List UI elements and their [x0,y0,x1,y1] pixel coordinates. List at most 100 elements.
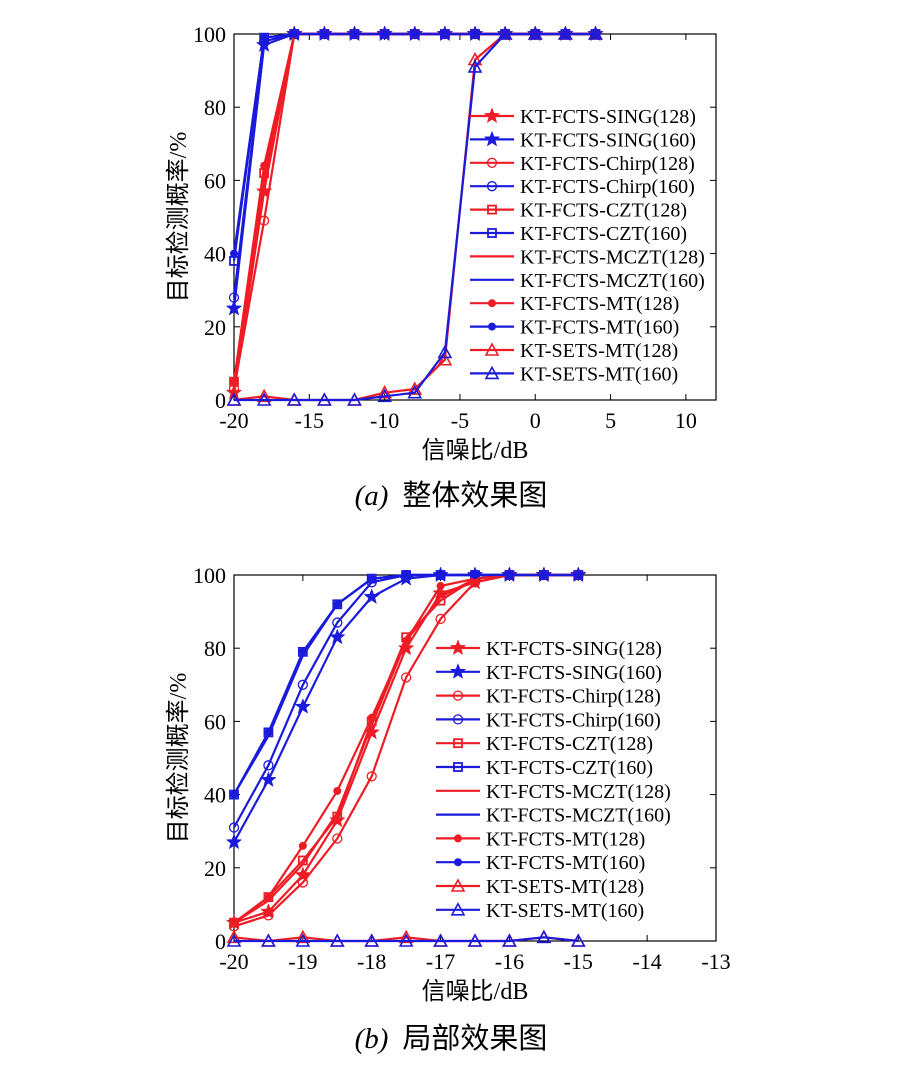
data-point [467,59,483,73]
data-point [437,344,453,359]
data-point [226,933,242,947]
data-point [264,893,273,902]
legend-item: KT-FCTS-MCZT(128) [436,781,671,803]
legend-label: KT-FCTS-CZT(128) [520,200,687,222]
legend-item: KT-FCTS-MT(128) [470,293,679,315]
data-point [256,392,272,406]
x-axis-label: 信噪比/dB [422,437,529,464]
data-point [467,933,483,947]
legend-label: KT-FCTS-MCZT(128) [520,246,705,268]
data-point [400,672,412,683]
legend-marker [453,738,463,749]
series-KT-SETS-MT(160) [226,929,586,947]
y-axis-label: 目标检测概率/% [165,132,192,303]
data-point [256,388,272,403]
data-point [570,933,586,947]
legend-label: KT-FCTS-MT(128) [486,828,645,850]
x-axis-label: 信噪比/dB [422,978,529,1005]
legend-marker [449,639,467,656]
legend-item: KT-FCTS-SING(160) [436,662,662,684]
legend-label: KT-FCTS-SING(160) [520,129,696,151]
data-point [377,385,392,399]
data-point [226,392,242,406]
data-point [320,30,329,38]
legend-item: KT-SETS-MT(160) [470,363,678,385]
data-point [298,841,307,850]
legend-marker [452,714,464,725]
legend-label: KT-FCTS-CZT(160) [520,223,687,245]
legend-marker [488,322,496,331]
caption-label: (b) [355,1023,389,1055]
legend-marker [486,181,498,192]
caption-label: (a) [355,480,389,512]
legend: KT-FCTS-SING(128)KT-FCTS-SING(160) KT-FCT… [470,106,705,385]
y-tick-label: 20 [204,856,226,881]
data-point [539,571,548,579]
series-KT-FCTS-MT(160) [230,571,583,799]
data-point [332,617,343,628]
data-point [367,574,376,583]
legend-item: KT-SETS-MT(128) [470,340,678,362]
data-point [228,292,240,303]
x-tick-label: -5 [451,408,469,433]
legend-item: KT-FCTS-SING(128) [436,638,662,660]
legend-label: KT-FCTS-CZT(128) [486,733,653,755]
data-point [264,728,273,737]
data-point [558,26,573,40]
legend-item: KT-FCTS-Chirp(128) [436,686,661,708]
x-tick-label: -15 [564,949,593,974]
legend-item: KT-FCTS-Chirp(160) [436,709,661,731]
data-point [286,392,302,406]
x-tick-label: -18 [357,949,386,974]
data-point [295,929,311,944]
x-tick-label: -10 [370,408,399,433]
legend-label: KT-FCTS-CZT(160) [486,757,653,779]
y-tick-label: 0 [215,929,226,954]
data-point [502,933,517,947]
data-point [347,392,362,406]
x-tick-label: -17 [426,949,455,974]
caption-text: 局部效果图 [402,1022,547,1055]
data-point [505,571,514,579]
data-point [380,30,389,38]
data-point [397,639,415,656]
data-point [225,833,243,850]
data-point [471,571,479,579]
x-tick-label: 10 [675,408,697,433]
data-point [467,51,483,66]
legend-label: KT-FCTS-Chirp(160) [520,176,695,198]
y-tick-label: 60 [204,709,226,734]
x-tick-label: 5 [605,408,616,433]
data-point [436,571,445,579]
figure-caption: (b) 局部效果图 [355,1022,548,1055]
legend-marker [450,902,466,916]
data-point [333,786,342,795]
legend-marker [453,762,463,772]
data-point [230,790,238,799]
legend-label: KT-SETS-MT(128) [520,340,678,362]
data-point [333,600,342,609]
y-tick-label: 60 [204,168,226,193]
data-point [471,30,479,38]
legend-item: KT-SETS-MT(128) [436,876,644,898]
series-line [234,936,579,943]
data-point [258,215,270,226]
data-point [294,698,312,714]
data-point [363,588,380,604]
data-point [290,30,299,38]
y-tick-label: 80 [204,636,226,661]
data-point [260,161,269,170]
legend-label: KT-FCTS-MT(160) [520,317,679,339]
legend-marker [454,858,462,867]
data-point [433,933,448,947]
legend-item: KT-FCTS-SING(128) [470,106,696,128]
legend-item: KT-FCTS-MCZT(128) [470,246,705,268]
legend-marker [484,342,500,356]
x-tick-label: -15 [295,408,324,433]
data-point [263,760,274,771]
data-point [497,26,513,40]
legend-label: KT-FCTS-MCZT(160) [520,270,705,292]
panel-b: -20 -19 -18 -17 -16 -15 -14 -13 0 20 40 60 80 100 信噪比/… [165,563,731,1055]
data-point [402,636,411,645]
